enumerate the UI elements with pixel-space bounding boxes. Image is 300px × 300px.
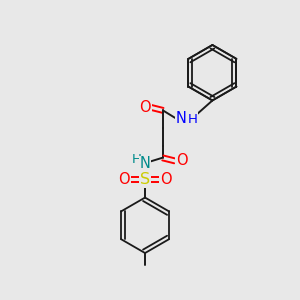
- Text: N: N: [175, 111, 186, 126]
- Text: O: O: [176, 153, 188, 168]
- Text: H: H: [188, 113, 197, 126]
- Text: N: N: [140, 156, 151, 171]
- Text: S: S: [140, 172, 150, 187]
- Text: H: H: [132, 153, 142, 167]
- Text: O: O: [139, 100, 151, 115]
- Text: O: O: [118, 172, 130, 187]
- Text: O: O: [160, 172, 172, 187]
